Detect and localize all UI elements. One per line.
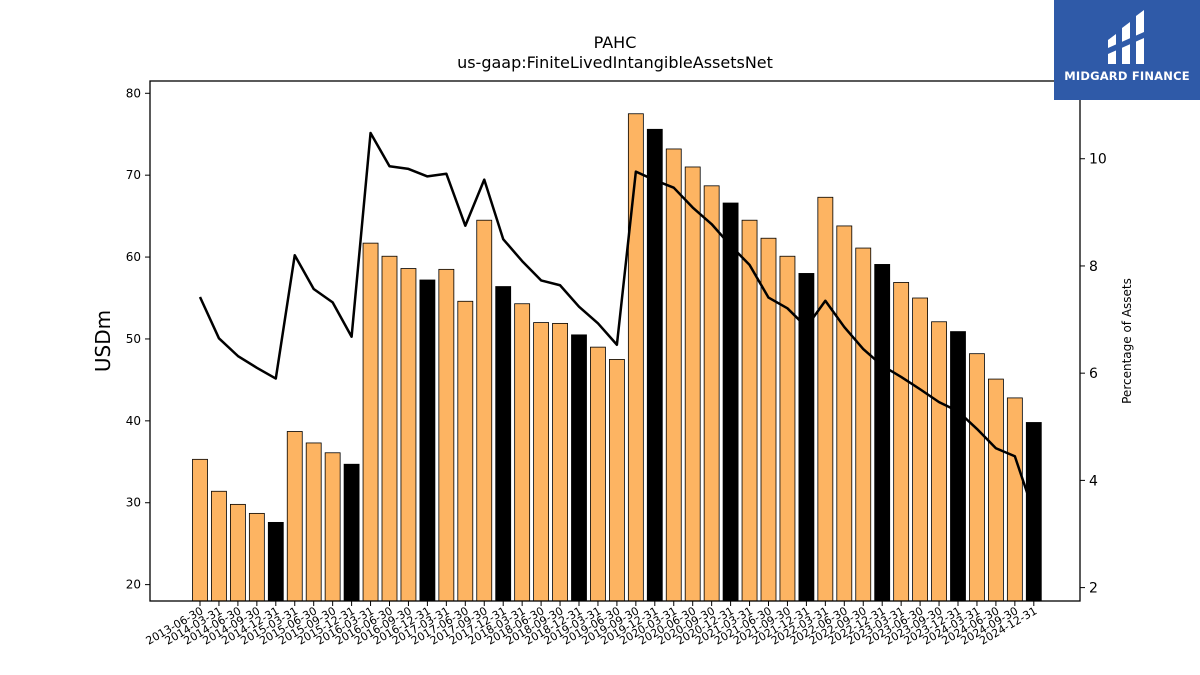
y-tick-label: 60 bbox=[126, 250, 141, 264]
y2-tick-label: 8 bbox=[1089, 259, 1098, 275]
bar-2015-03-31 bbox=[286, 431, 303, 602]
bar-2019-03-31 bbox=[590, 346, 606, 602]
bar-2018-06-30 bbox=[533, 322, 549, 602]
bar-2016-06-30 bbox=[381, 255, 398, 602]
y-tick-label: 80 bbox=[126, 86, 141, 100]
bar-2020-12-31 bbox=[722, 202, 739, 602]
y-tick-label: 20 bbox=[126, 578, 141, 592]
chart-title: PAHC bbox=[594, 33, 637, 52]
bar-2022-12-31 bbox=[874, 264, 891, 602]
y-tick-label: 50 bbox=[126, 332, 141, 346]
midgard-logo-icon bbox=[1108, 10, 1144, 64]
bar-2023-12-31 bbox=[950, 331, 966, 602]
y-tick-label: 40 bbox=[126, 414, 141, 428]
bar-2015-12-31 bbox=[343, 463, 360, 602]
y-axis-label: USDm bbox=[91, 310, 115, 372]
bar-2015-06-30 bbox=[305, 442, 322, 602]
bar-2024-06-30 bbox=[988, 378, 1004, 602]
y-tick-label: 30 bbox=[126, 496, 141, 510]
bar-2014-03-31 bbox=[211, 490, 227, 602]
bar-2022-06-30 bbox=[836, 225, 853, 602]
bar-2017-06-30 bbox=[457, 300, 474, 602]
bar-2020-06-30 bbox=[684, 166, 701, 602]
bar-2014-12-31 bbox=[267, 521, 284, 602]
bar-2018-03-31 bbox=[514, 303, 531, 602]
bar-2023-03-31 bbox=[893, 282, 910, 602]
bar-2024-03-31 bbox=[969, 353, 985, 602]
y2-tick-label: 10 bbox=[1089, 152, 1107, 168]
y-tick-label: 70 bbox=[126, 168, 141, 182]
brand-logo: MIDGARD FINANCE bbox=[1054, 0, 1200, 100]
bar-2018-12-31 bbox=[571, 334, 587, 602]
bar-2021-03-31 bbox=[741, 219, 758, 602]
bar-2020-09-30 bbox=[703, 185, 720, 602]
bar-2017-12-31 bbox=[495, 286, 512, 602]
bar-2016-09-30 bbox=[400, 268, 417, 602]
bar-2017-03-31 bbox=[438, 268, 455, 602]
chart-subtitle: us-gaap:FiniteLivedIntangibleAssetsNet bbox=[457, 53, 773, 72]
bar-2016-12-31 bbox=[419, 279, 436, 602]
bar-2018-09-30 bbox=[552, 322, 568, 602]
brand-name: MIDGARD FINANCE bbox=[1064, 69, 1190, 83]
bar-2013-06-30 bbox=[192, 458, 208, 602]
bar-series bbox=[192, 113, 1042, 602]
y2-axis-label: Percentage of Assets bbox=[1120, 278, 1134, 404]
bar-2019-06-30 bbox=[609, 359, 625, 602]
bar-2019-12-31 bbox=[646, 128, 663, 602]
y2-tick-label: 6 bbox=[1089, 366, 1098, 382]
bar-2016-03-31 bbox=[362, 242, 379, 602]
bar-2021-06-30 bbox=[760, 237, 777, 602]
bar-2024-09-30 bbox=[1006, 397, 1023, 602]
bar-2015-09-30 bbox=[324, 452, 341, 602]
bar-2023-06-30 bbox=[912, 297, 928, 602]
bar-2017-09-30 bbox=[476, 219, 493, 602]
bar-2019-09-30 bbox=[627, 113, 644, 602]
percentage-line bbox=[198, 131, 1035, 513]
bar-2022-09-30 bbox=[855, 247, 872, 602]
bar-2014-09-30 bbox=[248, 512, 265, 602]
axes: 203040506070802468102013-06-302014-03-31… bbox=[126, 80, 1107, 648]
bar-2020-03-31 bbox=[665, 148, 682, 602]
bar-2014-06-30 bbox=[229, 503, 246, 602]
y2-tick-label: 2 bbox=[1089, 581, 1098, 597]
plot-frame bbox=[149, 80, 1081, 602]
bar-2022-03-31 bbox=[817, 196, 834, 602]
bar-2023-09-30 bbox=[931, 321, 947, 602]
line-series-group bbox=[198, 131, 1035, 513]
y2-tick-label: 4 bbox=[1089, 473, 1098, 489]
